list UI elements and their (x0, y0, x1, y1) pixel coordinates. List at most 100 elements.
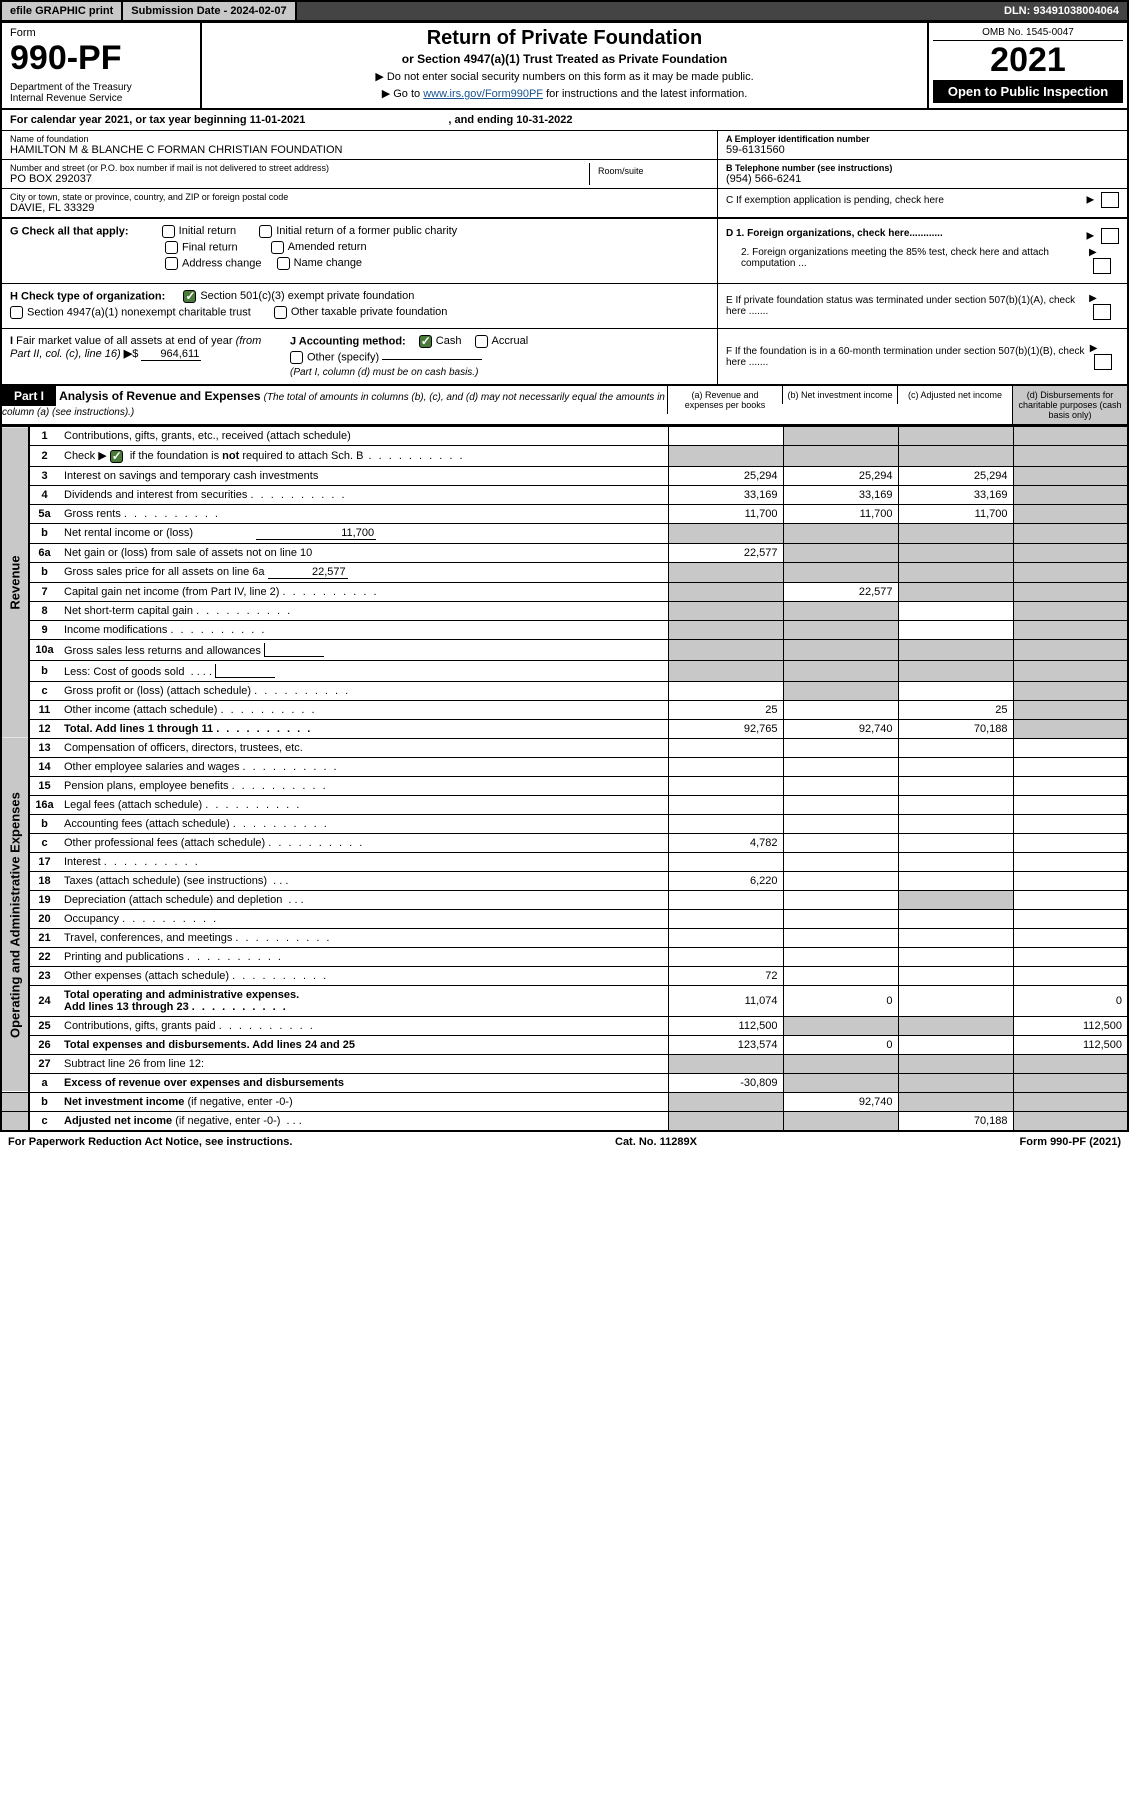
line-27: Subtract line 26 from line 12: (59, 1054, 668, 1073)
c-arrow: ▶ (1087, 192, 1119, 208)
part1-table: Revenue 1Contributions, gifts, grants, e… (0, 426, 1129, 1132)
line-10c: Gross profit or (loss) (attach schedule) (59, 681, 668, 700)
open-to-public: Open to Public Inspection (933, 80, 1123, 103)
line-27b: Net investment income (if negative, ente… (59, 1092, 668, 1111)
addr-label: Number and street (or P.O. box number if… (10, 163, 589, 173)
page-footer: For Paperwork Reduction Act Notice, see … (0, 1132, 1129, 1152)
g-name-change-checkbox[interactable] (277, 257, 290, 270)
j-cash-checkbox[interactable] (419, 335, 432, 348)
form-word: Form (10, 27, 192, 39)
line-10a: Gross sales less returns and allowances (59, 639, 668, 660)
revenue-side-label: Revenue (1, 427, 29, 739)
footer-left: For Paperwork Reduction Act Notice, see … (8, 1136, 292, 1148)
line-16c: Other professional fees (attach schedule… (59, 833, 668, 852)
line-12: Total. Add lines 1 through 11 (59, 719, 668, 738)
line2-checkbox[interactable] (110, 450, 123, 463)
j-note: (Part I, column (d) must be on cash basi… (290, 367, 709, 378)
room-label: Room/suite (598, 166, 701, 176)
h-label: H Check type of organization: (10, 290, 165, 302)
header-center: Return of Private Foundation or Section … (202, 23, 927, 108)
omb-number: OMB No. 1545-0047 (933, 27, 1123, 41)
part1-title: Analysis of Revenue and Expenses (59, 389, 260, 403)
line-5a: Gross rents (59, 504, 668, 523)
g-amended-checkbox[interactable] (271, 241, 284, 254)
line-19: Depreciation (attach schedule) and deple… (59, 890, 668, 909)
dln-label: DLN: 93491038004064 (996, 2, 1127, 20)
ein-label: A Employer identification number (726, 134, 1119, 144)
line-16a: Legal fees (attach schedule) (59, 795, 668, 814)
col-a-head: (a) Revenue and expenses per books (667, 386, 782, 414)
line-6a: Net gain or (loss) from sale of assets n… (59, 543, 668, 562)
expenses-side-label: Operating and Administrative Expenses (1, 738, 29, 1092)
instruct-1: ▶ Do not enter social security numbers o… (210, 70, 919, 83)
h-other-taxable-checkbox[interactable] (274, 306, 287, 319)
form-title: Return of Private Foundation (210, 27, 919, 50)
line-21: Travel, conferences, and meetings (59, 928, 668, 947)
d2-checkbox[interactable] (1093, 258, 1111, 274)
line-7: Capital gain net income (from Part IV, l… (59, 582, 668, 601)
tax-year: 2021 (933, 41, 1123, 80)
topbar-spacer (297, 2, 996, 20)
col-c-head: (c) Adjusted net income (897, 386, 1012, 404)
e-checkbox[interactable] (1093, 304, 1111, 320)
line-27a: Excess of revenue over expenses and disb… (59, 1073, 668, 1092)
col-d-head: (d) Disbursements for charitable purpose… (1012, 386, 1127, 424)
line-25: Contributions, gifts, grants paid (59, 1016, 668, 1035)
phone-value: (954) 566-6241 (726, 173, 1119, 185)
ein-value: 59-6131560 (726, 144, 1119, 156)
part1-header: Part I Analysis of Revenue and Expenses … (0, 386, 1129, 426)
line-2: Check ▶ if the foundation is not require… (59, 446, 668, 467)
line-4: Dividends and interest from securities (59, 485, 668, 504)
line-24: Total operating and administrative expen… (59, 985, 668, 1016)
h-4947-checkbox[interactable] (10, 306, 23, 319)
irs-link[interactable]: www.irs.gov/Form990PF (423, 88, 543, 100)
form-header: Form 990-PF Department of the TreasuryIn… (0, 23, 1129, 110)
f-checkbox[interactable] (1094, 354, 1112, 370)
part1-label: Part I (2, 386, 56, 406)
line-6b: Gross sales price for all assets on line… (59, 562, 668, 582)
line-20: Occupancy (59, 909, 668, 928)
line-23: Other expenses (attach schedule) (59, 966, 668, 985)
f-label: F If the foundation is in a 60-month ter… (726, 346, 1090, 368)
d1-checkbox[interactable] (1101, 228, 1119, 244)
foundation-city: DAVIE, FL 33329 (10, 202, 709, 214)
dept-treasury: Department of the TreasuryInternal Reven… (10, 82, 192, 104)
j-other-checkbox[interactable] (290, 351, 303, 364)
line-22: Printing and publications (59, 947, 668, 966)
efile-label: efile GRAPHIC print (2, 2, 123, 20)
h-501c3-checkbox[interactable] (183, 290, 196, 303)
form-number: 990-PF (10, 39, 192, 78)
g-address-change-checkbox[interactable] (165, 257, 178, 270)
g-initial-return-checkbox[interactable] (162, 225, 175, 238)
calendar-year-row: For calendar year 2021, or tax year begi… (0, 110, 1129, 131)
d2-label: 2. Foreign organizations meeting the 85%… (726, 247, 1089, 274)
header-right: OMB No. 1545-0047 2021 Open to Public In… (927, 23, 1127, 108)
line-10b: Less: Cost of goods sold . . . . (59, 660, 668, 681)
city-label: City or town, state or province, country… (10, 192, 709, 202)
line-13: Compensation of officers, directors, tru… (59, 738, 668, 757)
col-b-head: (b) Net investment income (782, 386, 897, 404)
line-17: Interest (59, 852, 668, 871)
line-14: Other employee salaries and wages (59, 757, 668, 776)
submission-date-label: Submission Date - 2024-02-07 (123, 2, 296, 20)
line-27c: Adjusted net income (if negative, enter … (59, 1111, 668, 1131)
g-initial-former-checkbox[interactable] (259, 225, 272, 238)
ty-end: 10-31-2022 (516, 114, 572, 126)
section-g-d: G Check all that apply: Initial return I… (0, 219, 1129, 284)
ty-begin: 11-01-2021 (250, 114, 306, 126)
j-accrual-checkbox[interactable] (475, 335, 488, 348)
line-1: Contributions, gifts, grants, etc., rece… (59, 427, 668, 446)
j-label: J Accounting method: (290, 335, 406, 347)
section-ij-f: I Fair market value of all assets at end… (0, 329, 1129, 386)
line-15: Pension plans, employee benefits (59, 776, 668, 795)
line-5b: Net rental income or (loss) 11,700 (59, 523, 668, 543)
g-label: G Check all that apply: (10, 225, 129, 237)
i-fmv-value: 964,611 (141, 348, 201, 361)
i-label: Fair market value of all assets at end o… (10, 335, 261, 360)
section-h-e: H Check type of organization: Section 50… (0, 284, 1129, 329)
form-subtitle: or Section 4947(a)(1) Trust Treated as P… (210, 52, 919, 66)
line-26: Total expenses and disbursements. Add li… (59, 1035, 668, 1054)
g-final-return-checkbox[interactable] (165, 241, 178, 254)
foundation-address: PO BOX 292037 (10, 173, 589, 185)
c-checkbox[interactable] (1101, 192, 1119, 208)
